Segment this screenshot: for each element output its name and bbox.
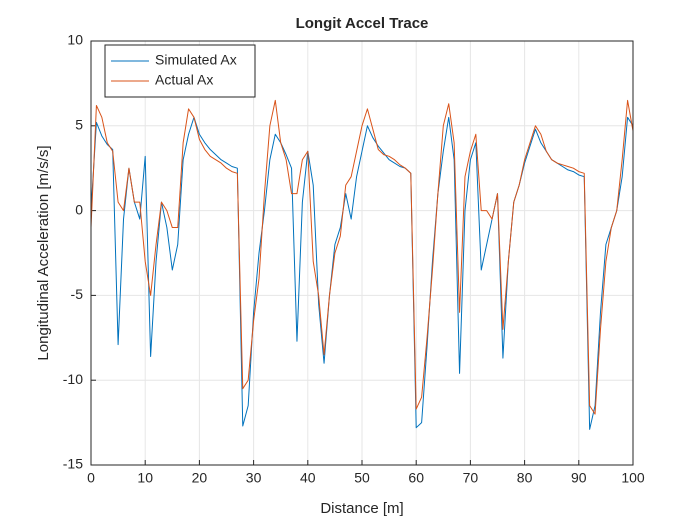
y-axis-label: Longitudinal Acceleration [m/s/s] (35, 145, 52, 360)
legend-label: Simulated Ax (155, 52, 237, 68)
y-tick-label: 10 (67, 32, 83, 48)
series-line (90, 116, 634, 430)
y-tick-label: -10 (63, 371, 83, 387)
x-tick-label: 60 (408, 470, 424, 486)
legend-box (104, 44, 256, 98)
y-tick-label: 0 (75, 201, 83, 217)
y-tick-label: -5 (71, 286, 84, 302)
x-tick-label: 10 (137, 470, 153, 486)
x-tick-label: 90 (571, 470, 587, 486)
chart-title: Longit Accel Trace (296, 15, 429, 32)
x-tick-label: 50 (354, 470, 370, 486)
legend-label: Actual Ax (155, 72, 213, 88)
series-line (90, 99, 634, 415)
x-tick-label: 80 (517, 470, 533, 486)
x-tick-label: 100 (621, 470, 645, 486)
x-tick-label: 0 (87, 470, 95, 486)
y-tick-label: 5 (75, 117, 83, 133)
x-axis-label: Distance [m] (320, 500, 403, 517)
x-tick-label: 20 (192, 470, 208, 486)
y-tick-label: -15 (63, 456, 83, 472)
axes-box (90, 40, 634, 466)
x-tick-label: 40 (300, 470, 316, 486)
x-tick-label: 70 (463, 470, 479, 486)
x-tick-label: 30 (246, 470, 262, 486)
